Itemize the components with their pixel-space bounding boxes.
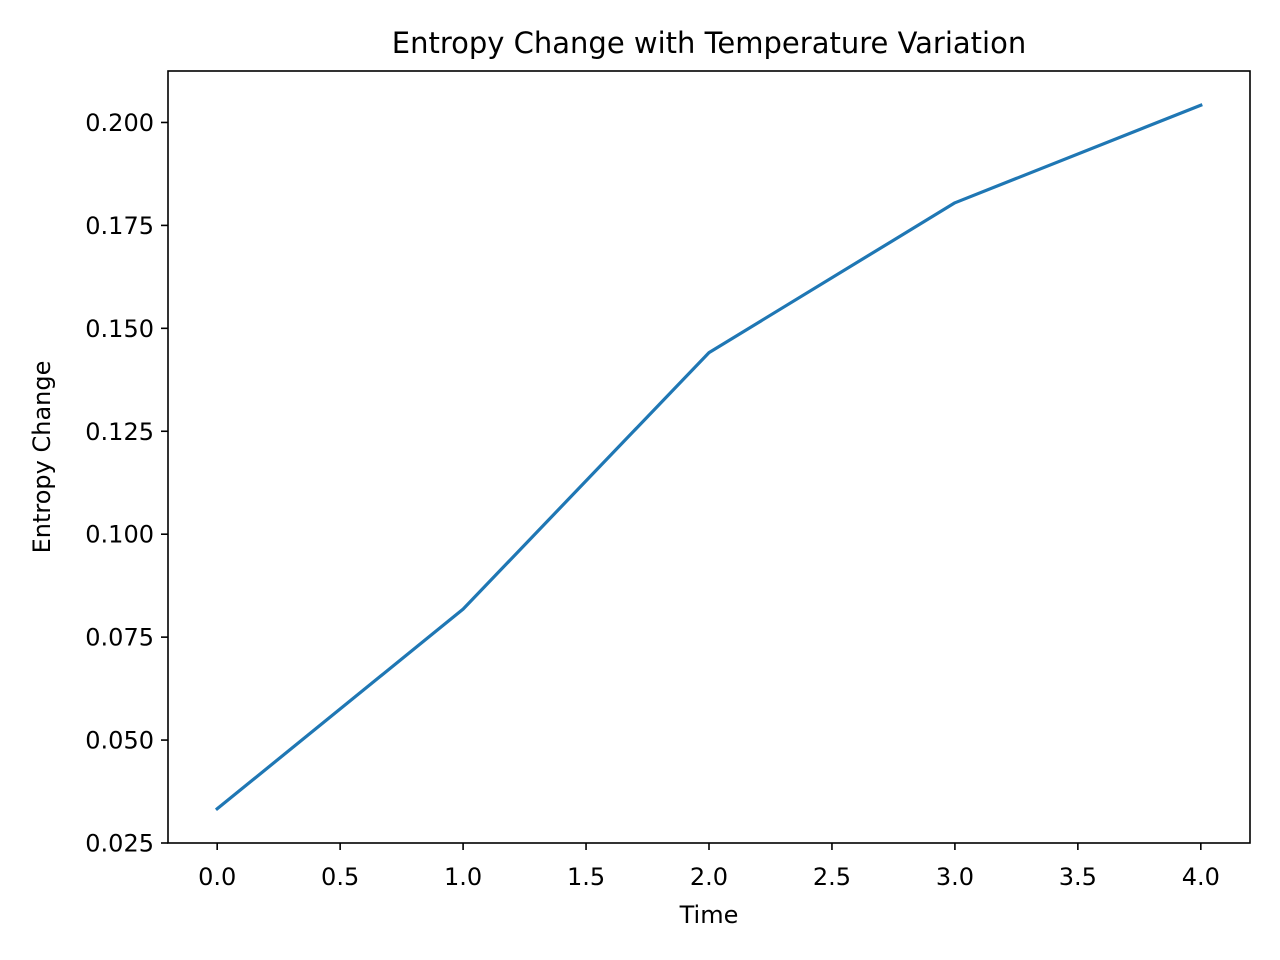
x-axis: 0.0 0.5 1.0 1.5 2.0 2.5 3.0 3.5 4.0 [198,843,1220,891]
plot-area [167,70,1251,844]
x-tick-label: 0.0 [198,863,236,891]
x-axis-title: Time [679,901,739,929]
y-tick-label: 0.050 [85,727,154,755]
x-tick-label: 3.5 [1059,863,1097,891]
y-tick-label: 0.150 [85,315,154,343]
x-tick-label: 2.5 [813,863,851,891]
x-tick-label: 1.0 [444,863,482,891]
chart-title: Entropy Change with Temperature Variatio… [392,26,1026,60]
x-tick-label: 0.5 [321,863,359,891]
y-tick-label: 0.175 [85,212,154,240]
y-tick-label: 0.125 [85,418,154,446]
y-tick-label: 0.025 [85,830,154,858]
y-axis: 0.025 0.050 0.075 0.100 0.125 0.150 0.175 0.200 [85,109,168,858]
y-tick-label: 0.100 [85,521,154,549]
x-tick-label: 2.0 [690,863,728,891]
y-tick-label: 0.075 [85,624,154,652]
plot-frame [167,70,1251,844]
x-tick-label: 4.0 [1182,863,1220,891]
y-axis-title: Entropy Change [28,361,56,554]
x-tick-label: 1.5 [567,863,605,891]
x-tick-label: 3.0 [936,863,974,891]
y-tick-label: 0.200 [85,109,154,137]
series-line-0 [214,103,1203,812]
